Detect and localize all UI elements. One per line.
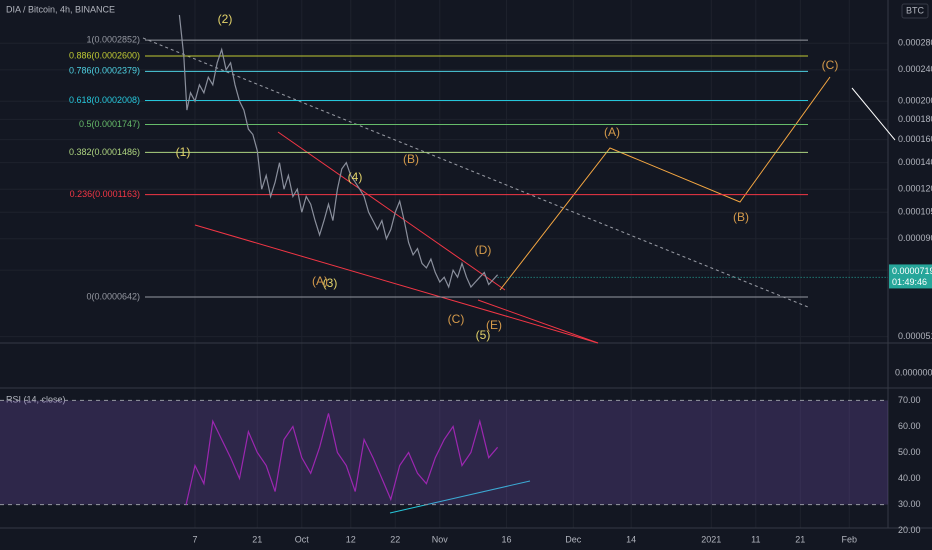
x-tick-label: 11 xyxy=(751,534,760,544)
x-tick-label: 7 xyxy=(192,534,197,544)
wedge-line xyxy=(277,131,506,291)
pane2-label: 0.0000000 xyxy=(895,367,932,377)
x-tick-label: 21 xyxy=(252,534,262,544)
wedge-line xyxy=(194,224,599,344)
fib-label: 0.886(0.0002600) xyxy=(69,50,140,60)
y-tick-label: 0.0002800 xyxy=(898,38,932,48)
y-tick-label: 0.0000510 xyxy=(898,331,932,341)
rsi-tick-label: 70.00 xyxy=(898,395,921,405)
fib-label: 0.382(0.0001486) xyxy=(69,147,140,157)
y-tick-label: 0.0001800 xyxy=(898,114,932,124)
y-tick-label: 0.0002000 xyxy=(898,96,932,106)
y-tick-label: 0.0001400 xyxy=(898,157,932,167)
wave-label: (B) xyxy=(403,152,419,166)
x-tick-label: 2021 xyxy=(701,534,721,544)
price-line xyxy=(178,14,499,289)
x-tick-label: Feb xyxy=(842,534,858,544)
rsi-band xyxy=(0,400,888,505)
x-tick-label: Dec xyxy=(565,534,582,544)
x-tick-label: 16 xyxy=(502,534,512,544)
fib-label: 0.786(0.0002379) xyxy=(69,66,140,76)
y-tick-label: 0.0001050 xyxy=(898,207,932,217)
price-line xyxy=(185,413,499,505)
x-tick-label: 12 xyxy=(346,534,356,544)
currency-box xyxy=(901,3,929,19)
wave-label: (3) xyxy=(323,276,338,290)
rsi-tick-label: 40.00 xyxy=(898,473,921,483)
fib-label: 0.236(0.0001163) xyxy=(70,189,140,199)
x-tick-label: Nov xyxy=(432,534,449,544)
fib-label: 0.618(0.0002008) xyxy=(69,95,140,105)
wave-label: (C) xyxy=(448,312,465,326)
last-price-box xyxy=(889,264,932,289)
countdown-label: 01:49:46 xyxy=(892,277,927,287)
symbol-title: DIA / Bitcoin, 4h, BINANCE xyxy=(6,4,115,14)
fib-label: 0(0.0000642) xyxy=(86,291,140,301)
rsi-tick-label: 50.00 xyxy=(898,447,921,457)
drawing-line xyxy=(851,87,896,141)
rsi-tick-label: 60.00 xyxy=(898,421,921,431)
divergence-line xyxy=(389,480,531,514)
wave-label: (B) xyxy=(733,210,749,224)
last-price-label: 0.0000719 xyxy=(892,266,932,276)
fib-label: 1(0.0002852) xyxy=(86,34,140,44)
wave-label: (C) xyxy=(822,58,839,72)
grid xyxy=(0,0,888,528)
y-tick-label: 0.0001600 xyxy=(898,134,932,144)
x-tick-label: 22 xyxy=(390,534,400,544)
wave-label: (D) xyxy=(475,243,492,257)
fib-label: 0.5(0.0001747) xyxy=(79,119,140,129)
x-tick-label: 14 xyxy=(626,534,636,544)
wave-label: (E) xyxy=(486,318,502,332)
currency: BTC xyxy=(906,5,925,15)
y-tick-label: 0.0001200 xyxy=(898,184,932,194)
projection-line xyxy=(499,76,831,291)
rsi-tick-label: 20.00 xyxy=(898,525,921,535)
wedge-line xyxy=(477,299,599,344)
y-tick-label: 0.0000900 xyxy=(898,233,932,243)
x-tick-label: 21 xyxy=(795,534,805,544)
wave-label: (A) xyxy=(604,125,620,139)
rsi-tick-label: 30.00 xyxy=(898,499,921,509)
wave-label: (2) xyxy=(218,12,233,26)
x-tick-label: Oct xyxy=(295,534,310,544)
drawings xyxy=(142,37,896,514)
wave-label: (1) xyxy=(176,145,191,159)
wave-label: (4) xyxy=(348,170,363,184)
wave-label: (A) xyxy=(312,274,328,288)
y-tick-label: 0.0002400 xyxy=(898,64,932,74)
rsi-title: RSI (14, close) xyxy=(6,394,66,404)
wave-label: (5) xyxy=(476,328,491,342)
